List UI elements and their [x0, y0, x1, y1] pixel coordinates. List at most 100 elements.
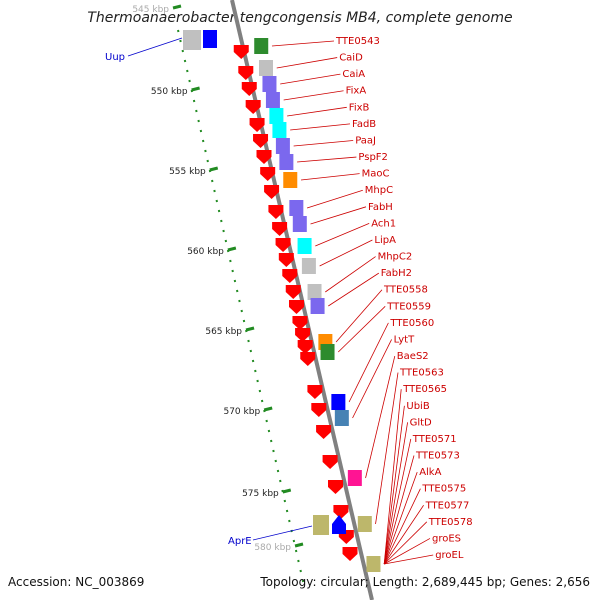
gene-arrow — [292, 316, 308, 330]
cog-block — [292, 216, 307, 232]
gene-arrow — [272, 222, 288, 236]
gene-label: TTE0573 — [415, 451, 460, 462]
gene-leader-line — [310, 206, 367, 225]
gene-arrow — [311, 403, 327, 417]
gene-arrow — [264, 185, 280, 199]
gene-leader-line — [306, 189, 363, 209]
map-title: Thermoanaerobacter tengcongensis MB4, co… — [87, 10, 513, 26]
gene-leader-line — [384, 538, 431, 565]
gene-leader-line — [325, 256, 376, 293]
apre-leader-line — [252, 525, 313, 541]
ruler-label: 545 kbp — [132, 5, 169, 15]
cog-block — [320, 344, 335, 360]
gene-label: PaaJ — [355, 135, 376, 146]
gene-label: TTE0565 — [402, 384, 447, 395]
cog-block — [265, 92, 280, 108]
gene-leader-line — [383, 405, 405, 565]
ruler-tick — [172, 4, 182, 10]
cog-block — [269, 108, 284, 124]
gene-label: MhpC2 — [378, 252, 413, 263]
gene-label: CaiA — [342, 69, 365, 80]
ruler-label: 560 kbp — [187, 247, 224, 257]
cog-block — [334, 410, 349, 426]
gene-leader-line — [383, 488, 421, 565]
gene-arrow — [241, 82, 257, 96]
gene-leader-line — [315, 223, 370, 247]
gene-label: BaeS2 — [397, 351, 429, 362]
gene-label: FadB — [352, 119, 376, 130]
gene-leader-line — [337, 306, 386, 353]
gene-leader-line — [276, 57, 338, 69]
uup-block — [203, 30, 217, 48]
ruler-tick — [263, 406, 273, 412]
cog-block — [254, 38, 269, 54]
gene-leader-line — [280, 73, 341, 85]
cog-block — [307, 284, 322, 300]
gene-leader-line — [319, 239, 373, 267]
ruler-label: 555 kbp — [169, 167, 206, 177]
gene-label: GltD — [410, 417, 432, 428]
cog-block — [331, 394, 346, 410]
gene-label: TTE0577 — [425, 500, 470, 511]
gene-arrow — [256, 150, 272, 164]
ruler-label: 550 kbp — [151, 87, 188, 97]
gene-label: TTE0558 — [383, 285, 428, 296]
gene-leader-line — [283, 90, 344, 101]
gene-leader-line — [287, 106, 347, 117]
accession-label: Accession: NC_003869 — [8, 575, 145, 589]
ruler-label: 565 kbp — [205, 327, 242, 337]
gene-leader-line — [384, 554, 434, 565]
gene-arrow — [260, 167, 276, 181]
ruler-tick — [294, 542, 304, 548]
apre-block — [313, 515, 329, 535]
gene-arrow — [268, 205, 284, 219]
cog-block — [259, 60, 273, 76]
gene-arrow — [238, 66, 254, 80]
cog-block — [283, 172, 298, 188]
gene-label: FabH2 — [381, 268, 412, 279]
gene-label: MhpC — [365, 185, 393, 196]
gene-arrow — [295, 328, 311, 342]
gene-leader-line — [375, 372, 399, 525]
gene-leader-line — [293, 140, 354, 147]
gene-label-apre: AprE — [228, 536, 252, 547]
gene-label-uup: Uup — [105, 52, 125, 63]
uup-block — [183, 30, 201, 50]
gene-leader-line — [300, 173, 360, 181]
gene-leader-line — [383, 389, 402, 565]
gene-leader-line — [383, 438, 412, 565]
gene-label: LipA — [374, 235, 396, 246]
gene-label: TTE0578 — [428, 517, 473, 528]
gene-label: PspF2 — [358, 152, 388, 163]
cog-block — [301, 258, 316, 274]
uup-leader-line — [127, 37, 183, 57]
gene-arrow — [285, 285, 301, 299]
gene-arrow — [316, 425, 332, 439]
gene-arrow — [322, 455, 338, 469]
gene-label: TTE0571 — [412, 434, 457, 445]
gene-label: FixA — [346, 86, 367, 97]
gene-leader-line — [348, 322, 389, 403]
gene-arrow — [297, 340, 313, 354]
gene-label: TTE0575 — [421, 484, 466, 495]
ruler-tick — [191, 86, 200, 92]
gene-leader-line — [383, 422, 408, 565]
gene-arrow — [245, 100, 261, 114]
gene-label: CaiD — [339, 53, 363, 64]
gene-leader-line — [383, 521, 428, 565]
gene-leader-line — [335, 289, 383, 343]
ruler-tick — [209, 166, 219, 172]
gene-label: FixB — [349, 102, 370, 113]
cog-block — [357, 516, 372, 532]
cog-block — [297, 238, 312, 254]
gene-label: TTE0563 — [399, 368, 444, 379]
gene-leader-line — [290, 123, 351, 131]
gene-leader-line — [352, 339, 392, 419]
gene-arrow — [233, 45, 249, 59]
gene-label: MaoC — [362, 169, 390, 180]
gene-arrow — [275, 238, 291, 252]
ruler-label: 575 kbp — [242, 489, 279, 499]
ruler-tick — [227, 246, 237, 252]
